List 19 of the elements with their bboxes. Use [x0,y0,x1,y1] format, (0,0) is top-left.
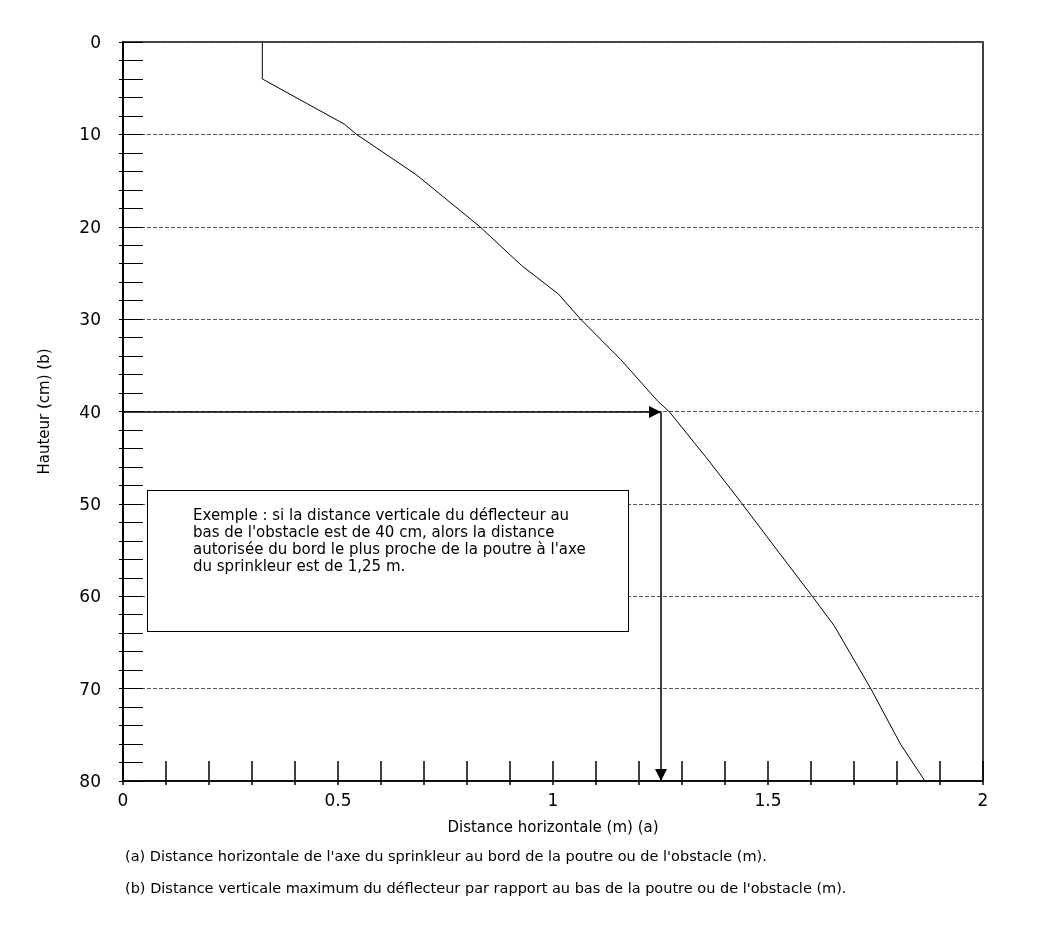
x-tick-label: 1.5 [754,789,782,810]
y-tick-label: 60 [79,586,101,607]
text: (b) Distance verticale maximum du déflecteur par rapport au bas de la poutre ou de l'obstacle (m). [125,880,848,897]
y-tick-label: 50 [79,493,101,514]
x-axis-title: Distance horizontale (m) (a) [447,817,659,836]
y-tick-label: 10 [79,124,101,145]
y-tick-label: 30 [79,309,101,330]
y-tick-label: 80 [79,771,101,791]
x-tick-label: 0.5 [324,789,352,810]
text: (a) Distance horizontale de l'axe du sprinkleur au bord de la poutre ou de l'obstacle (m). [125,848,768,865]
y-tick-label: 40 [79,401,101,422]
x-tick-label: 0 [117,789,129,810]
y-tick-label: 70 [79,678,101,699]
y-tick-label: 0 [90,32,101,52]
y-tick-label: 20 [79,216,101,237]
x-tick-label: 1 [547,789,559,810]
text-box: Exemple : si la distance verticale du déflecteur au bas de l'obstacle est de 40 cm, alors la distance autorisée du bord le plus proche de la poutre à l'axe du sprinkleur est de 1,25 m. [147,490,629,632]
y-axis-title: Hauteur (cm) (b) [34,348,53,475]
x-tick-label: 2 [977,789,989,810]
